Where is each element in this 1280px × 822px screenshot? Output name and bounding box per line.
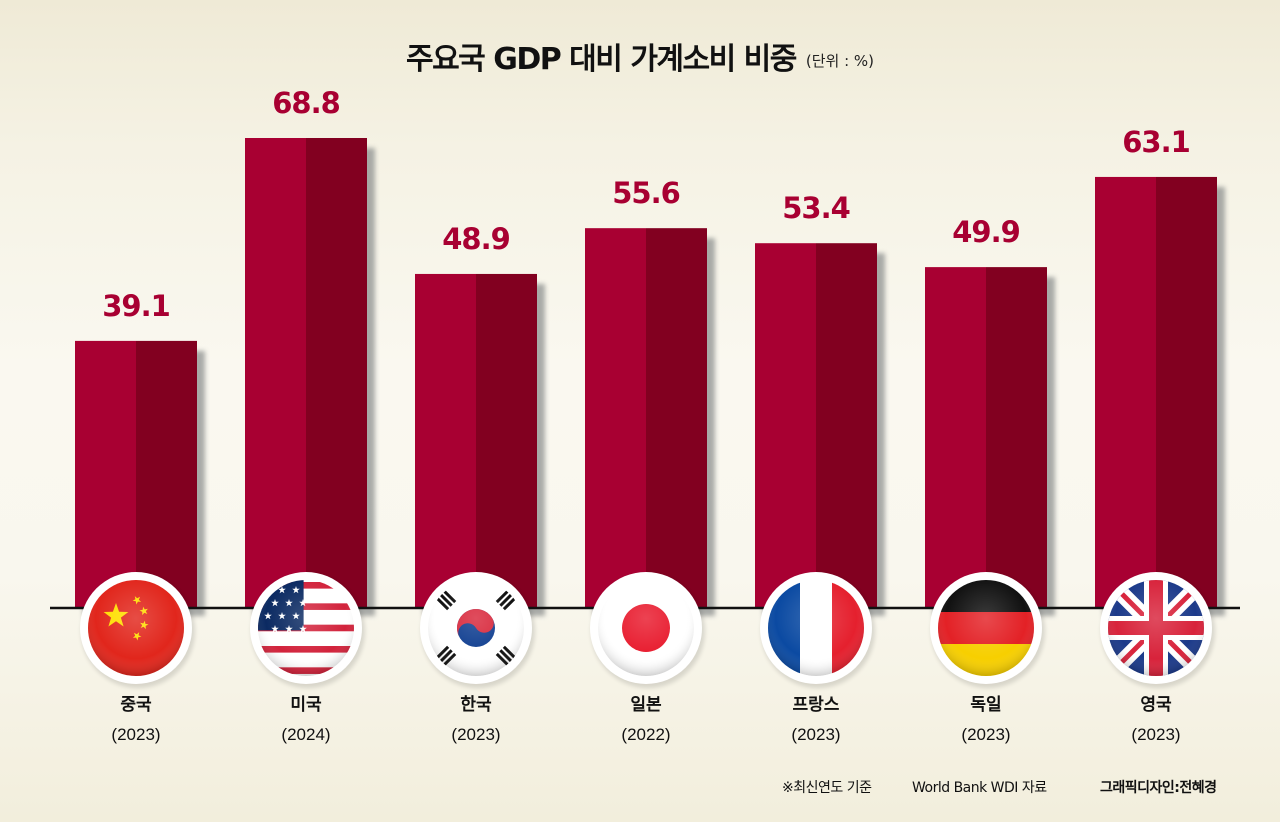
- country-name: 한국: [460, 695, 492, 715]
- data-year: (2022): [621, 725, 671, 744]
- data-year: (2023): [111, 725, 161, 744]
- bar-front-face: [755, 243, 816, 608]
- data-label: 39.1: [102, 288, 171, 323]
- bar: [415, 273, 537, 608]
- bar-front-face: [75, 340, 136, 608]
- x-tick-label: 일본 (2022): [566, 694, 726, 748]
- bar: [755, 243, 877, 608]
- data-year: (2024): [281, 725, 331, 744]
- design-credit: 그래픽디자인:전혜경: [1100, 780, 1217, 796]
- country-name: 일본: [630, 695, 662, 715]
- bar-side-face: [816, 243, 877, 608]
- data-label: 63.1: [1122, 124, 1191, 159]
- x-tick-label: 독일 (2023): [906, 694, 1066, 748]
- country-name: 중국: [120, 695, 152, 715]
- bar-side-face: [986, 267, 1047, 608]
- bar-side-face: [306, 138, 367, 608]
- data-label: 68.8: [272, 86, 341, 120]
- france-flag-icon: [760, 572, 875, 688]
- country-name: 프랑스: [792, 695, 840, 715]
- data-label: 55.6: [612, 176, 681, 211]
- data-label: 49.9: [952, 215, 1021, 250]
- bar-front-face: [585, 228, 646, 608]
- x-tick-label: 중국 (2023): [56, 694, 216, 748]
- country-name: 독일: [970, 695, 1002, 715]
- data-year: (2023): [1131, 725, 1181, 744]
- data-label: 48.9: [442, 221, 511, 256]
- bar-front-face: [415, 273, 476, 608]
- bar-side-face: [1156, 176, 1217, 608]
- chart-title-text: 주요국 GDP 대비 가계소비 비중: [405, 42, 797, 77]
- x-tick-label: 영국 (2023): [1076, 694, 1236, 748]
- unit-label: (단위 : %): [805, 52, 875, 70]
- bar: [245, 138, 367, 608]
- germany-flag-icon: [930, 572, 1045, 688]
- bar-front-face: [925, 267, 986, 608]
- bar-front-face: [1095, 176, 1156, 608]
- bar: [925, 267, 1047, 608]
- korea-flag-icon: [420, 572, 535, 688]
- data-year: (2023): [451, 725, 501, 744]
- bar-side-face: [136, 340, 197, 608]
- country-name: 미국: [290, 695, 322, 715]
- footnote: ※최신연도 기준: [782, 780, 872, 796]
- x-tick-label: 프랑스 (2023): [736, 694, 896, 748]
- bar-front-face: [245, 138, 306, 608]
- chart-title: 주요국 GDP 대비 가계소비 비중 (단위 : %): [0, 34, 1280, 78]
- uk-flag-icon: [1100, 572, 1215, 688]
- japan-flag-icon: [590, 572, 705, 688]
- china-flag-icon: [80, 572, 195, 688]
- x-tick-label: 한국 (2023): [396, 694, 556, 748]
- bar-side-face: [646, 228, 707, 608]
- data-year: (2023): [961, 725, 1011, 744]
- data-year: (2023): [791, 725, 841, 744]
- bar: [75, 340, 197, 608]
- bar: [1095, 176, 1217, 608]
- usa-flag-icon: [250, 572, 365, 688]
- source-note: World Bank WDI 자료: [912, 780, 1047, 796]
- bar-side-face: [476, 273, 537, 608]
- bar: [585, 228, 707, 608]
- x-tick-label: 미국 (2024): [226, 694, 386, 748]
- country-name: 영국: [1140, 695, 1172, 715]
- data-label: 53.4: [782, 191, 851, 226]
